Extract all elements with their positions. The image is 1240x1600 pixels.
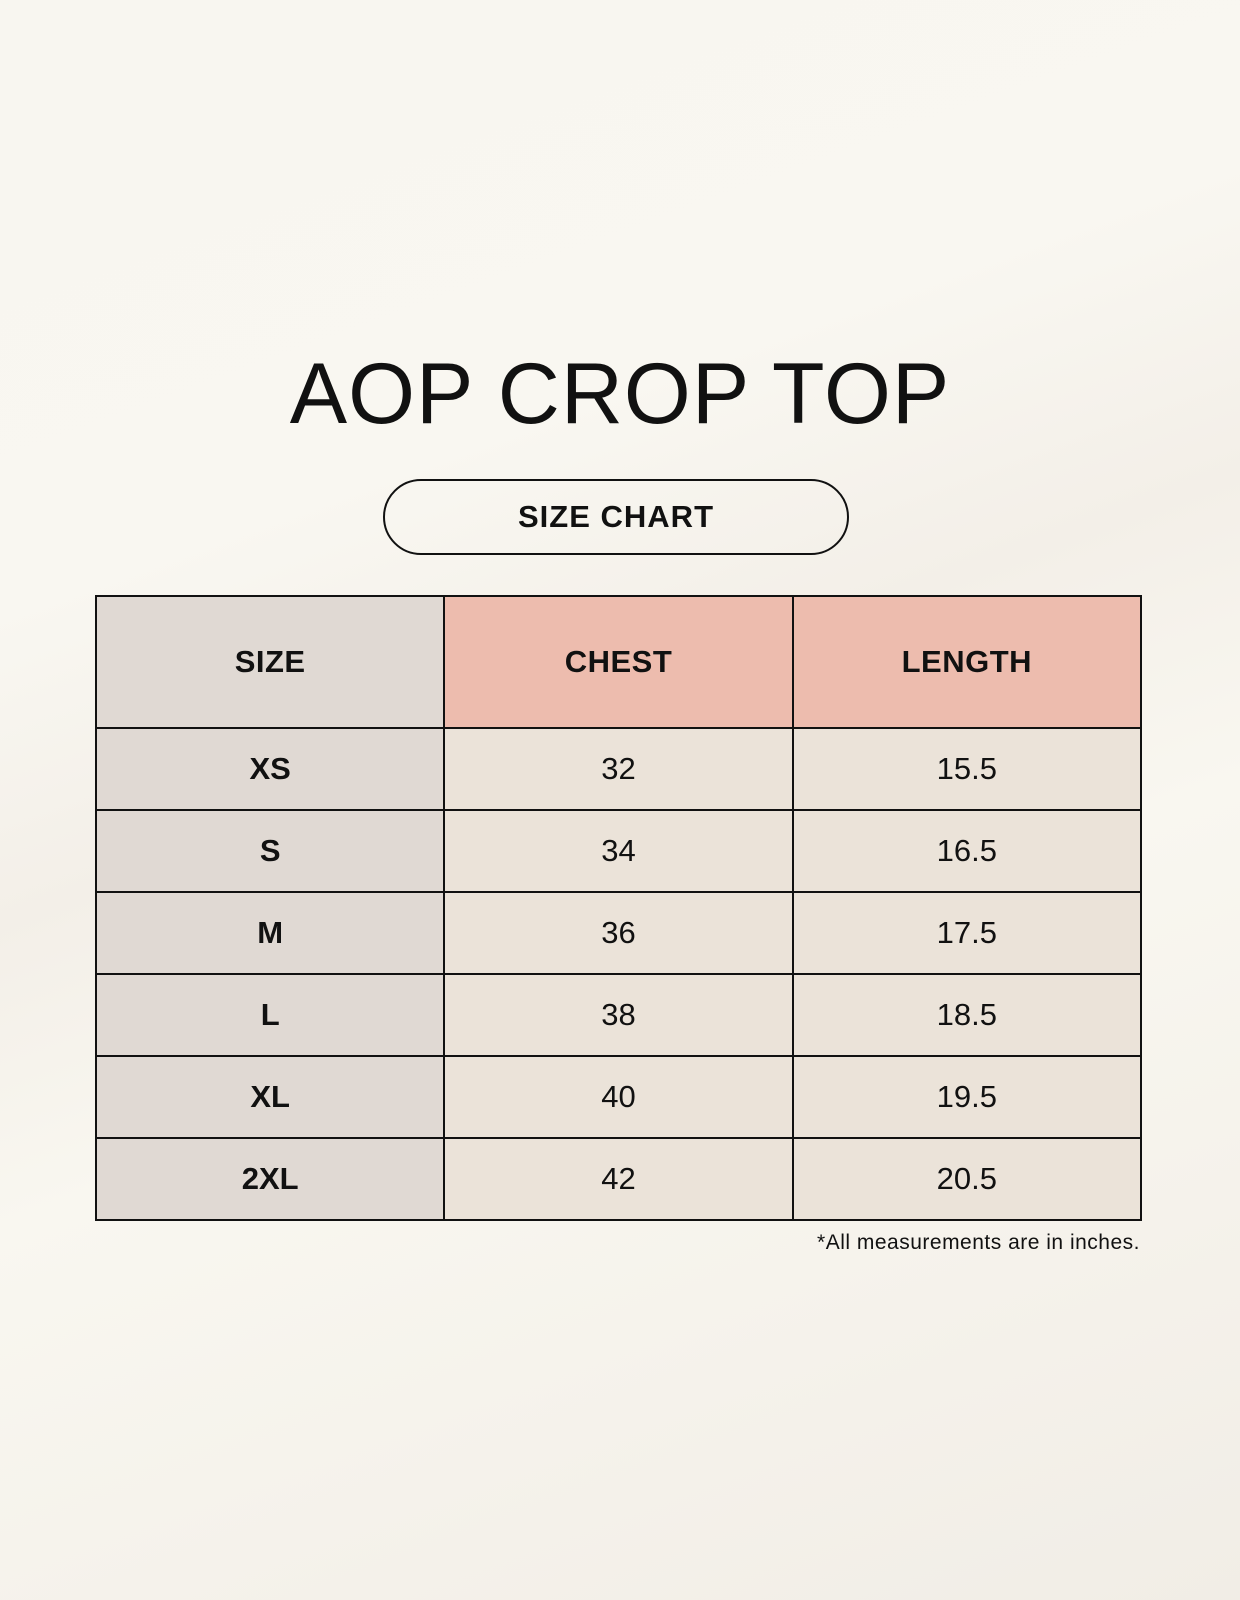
- table-row: XS 32 15.5: [94, 727, 1143, 811]
- header-size: SIZE: [94, 595, 446, 729]
- cell-length: 20.5: [791, 1137, 1143, 1221]
- cell-length: 19.5: [791, 1055, 1143, 1139]
- cell-size: L: [94, 973, 446, 1057]
- footnote: *All measurements are in inches.: [817, 1231, 1140, 1254]
- size-table: SIZE CHEST LENGTH XS 32 15.5 S 34 16.5 M 36 17.5…: [94, 595, 1143, 1221]
- cell-chest: 38: [443, 973, 794, 1057]
- table-row: S 34 16.5: [94, 809, 1143, 893]
- cell-size: XS: [94, 727, 446, 811]
- cell-chest: 36: [443, 891, 794, 975]
- cell-length: 15.5: [791, 727, 1143, 811]
- table-row: L 38 18.5: [94, 973, 1143, 1057]
- page-title: AOP CROP TOP: [289, 346, 951, 442]
- cell-length: 18.5: [791, 973, 1143, 1057]
- table-row: M 36 17.5: [94, 891, 1143, 975]
- cell-chest: 42: [443, 1137, 794, 1221]
- cell-size: S: [94, 809, 446, 893]
- header-chest: CHEST: [443, 595, 794, 729]
- size-chart-label: SIZE CHART: [383, 479, 849, 555]
- table-row: 2XL 42 20.5: [94, 1137, 1143, 1221]
- cell-length: 16.5: [791, 809, 1143, 893]
- cell-size: XL: [94, 1055, 446, 1139]
- table-row: XL 40 19.5: [94, 1055, 1143, 1139]
- cell-length: 17.5: [791, 891, 1143, 975]
- cell-size: M: [94, 891, 446, 975]
- cell-chest: 32: [443, 727, 794, 811]
- header-length: LENGTH: [791, 595, 1143, 729]
- cell-size: 2XL: [94, 1137, 446, 1221]
- cell-chest: 40: [443, 1055, 794, 1139]
- table-header-row: SIZE CHEST LENGTH: [94, 595, 1143, 729]
- cell-chest: 34: [443, 809, 794, 893]
